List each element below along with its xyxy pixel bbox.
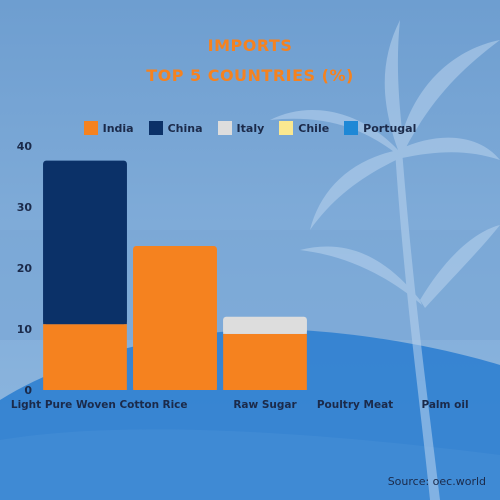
chart-title-line2: TOP 5 COUNTRIES (%) bbox=[146, 66, 354, 85]
bar-segment-fill bbox=[43, 163, 127, 325]
x-tick-label: Palm oil bbox=[421, 399, 468, 411]
bar-segment bbox=[43, 324, 127, 390]
legend-swatch bbox=[279, 121, 294, 135]
legend-label: Italy bbox=[236, 121, 265, 135]
legend-label: Chile bbox=[298, 121, 330, 135]
y-tick-label: 20 bbox=[17, 262, 33, 275]
legend-item-italy: Italy bbox=[217, 121, 265, 135]
y-tick-label: 10 bbox=[17, 323, 33, 336]
shore-lower bbox=[0, 429, 500, 500]
legend-swatch bbox=[344, 121, 359, 135]
legend-label: China bbox=[167, 121, 203, 135]
chart-title-line1: IMPORTS bbox=[207, 36, 293, 55]
legend-item-portugal: Portugal bbox=[344, 121, 416, 135]
x-tick-label: Rice bbox=[162, 399, 187, 411]
y-tick-label: 0 bbox=[24, 384, 32, 397]
chart-legend: India China Italy Chile Portugal bbox=[0, 121, 500, 135]
legend-item-india: India bbox=[83, 121, 134, 135]
x-tick-label: Light Pure Woven Cotton bbox=[11, 399, 159, 411]
palm-tree bbox=[270, 20, 500, 500]
source-note: Source: oec.world bbox=[387, 475, 486, 488]
legend-item-chile: Chile bbox=[279, 121, 329, 135]
y-tick-label: 40 bbox=[17, 140, 33, 153]
legend-label: Portugal bbox=[363, 121, 417, 135]
bar-segment-fill bbox=[133, 249, 217, 390]
legend-item-china: China bbox=[148, 121, 203, 135]
legend-label: India bbox=[102, 121, 134, 135]
bar-segment bbox=[223, 333, 307, 390]
bar-segment-fill bbox=[223, 319, 307, 334]
legend-swatch bbox=[148, 121, 163, 135]
legend-swatch bbox=[217, 121, 232, 135]
legend-swatch bbox=[83, 121, 98, 135]
x-tick-label: Raw Sugar bbox=[233, 399, 297, 411]
x-tick-label: Poultry Meat bbox=[317, 399, 393, 411]
y-tick-label: 30 bbox=[17, 201, 33, 214]
